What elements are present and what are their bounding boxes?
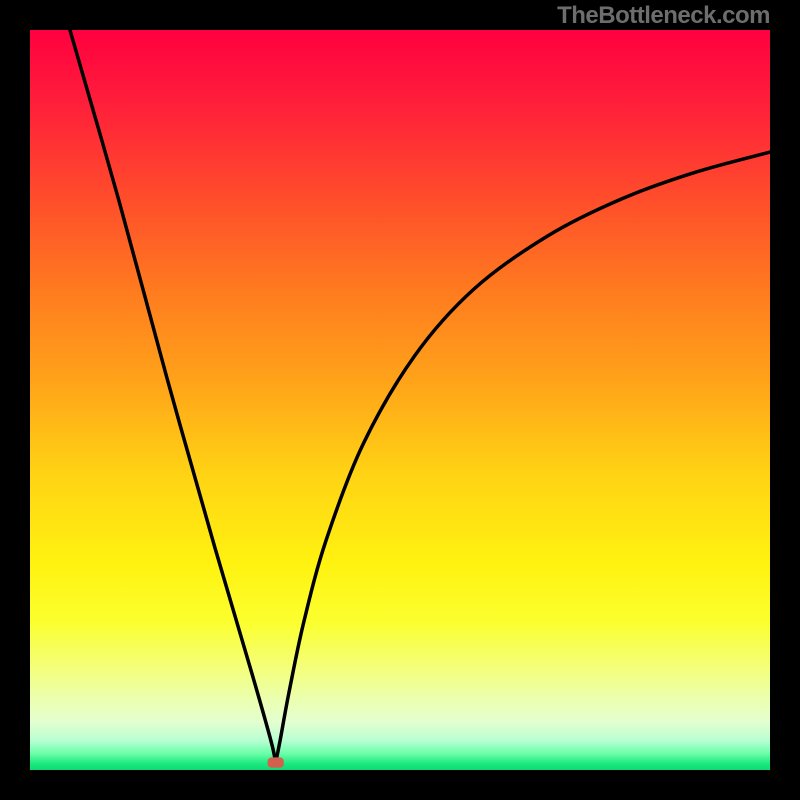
gradient-background — [30, 30, 770, 770]
watermark-text: TheBottleneck.com — [557, 2, 770, 30]
vertex-marker — [268, 757, 284, 767]
chart-plot-area — [30, 30, 770, 770]
chart-outer-frame: TheBottleneck.com — [0, 0, 800, 800]
